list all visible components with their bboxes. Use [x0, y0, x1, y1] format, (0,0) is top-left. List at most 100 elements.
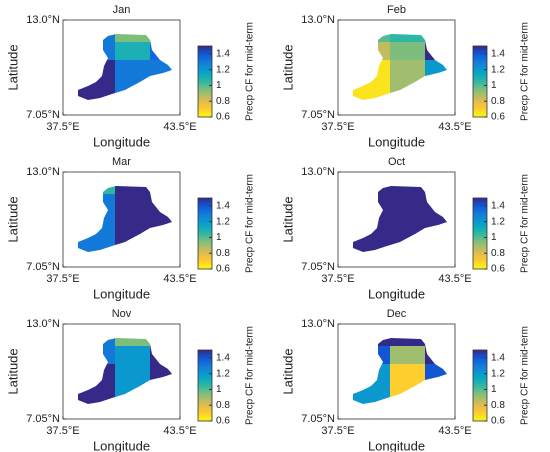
panel-title: Jan — [113, 4, 131, 16]
map-panel: Oct 37.5°E 43.5°E 7.05°N 13.0°N Longitude Lati… — [280, 156, 530, 302]
colorbar-tick-label: 1.2 — [491, 64, 505, 75]
map-panel: Feb 37.5°E 43.5°E 7.05°N 13.0°N Longitude Lati… — [280, 4, 530, 150]
region-cell — [115, 338, 150, 346]
x-axis-label: Longitude — [93, 438, 150, 452]
colorbar-tick-label: 0.6 — [491, 264, 505, 275]
y-tick-label: 7.05°N — [301, 109, 335, 121]
colorbar-tick-label: 1 — [491, 80, 497, 91]
colorbar-tick-label: 1.2 — [216, 368, 230, 379]
colorbar-tick-label: 1 — [491, 232, 497, 243]
colorbar — [472, 45, 488, 118]
region-cell — [390, 338, 425, 346]
colorbar — [197, 45, 213, 118]
colorbar-label: Precp CF for mid-term — [520, 22, 531, 121]
y-tick-label: 7.05°N — [301, 261, 335, 273]
colorbar-tick-label: 1.4 — [491, 49, 505, 60]
region-cell — [115, 346, 150, 364]
map-panel: Mar 37.5°E 43.5°E 7.05°N 13.0°N Longitude Lati… — [5, 156, 255, 302]
y-axis-label: Latitude — [5, 196, 20, 242]
x-axis-label: Longitude — [93, 134, 150, 149]
x-tick-label: 43.5°E — [163, 121, 196, 133]
x-tick-label: 37.5°E — [321, 425, 354, 437]
y-tick-label: 13.0°N — [301, 166, 335, 178]
colorbar — [197, 349, 213, 422]
region-cell — [115, 194, 150, 212]
colorbar-tick-label: 0.8 — [216, 248, 230, 259]
x-axis-label: Longitude — [368, 286, 425, 301]
colorbar-tick-label: 0.6 — [216, 416, 230, 427]
colorbar-label: Precp CF for mid-term — [245, 326, 256, 425]
region-cell — [115, 42, 150, 60]
panel-title: Feb — [387, 4, 406, 16]
panel-title: Dec — [387, 308, 407, 320]
region-cell — [115, 186, 150, 194]
y-tick-label: 7.05°N — [26, 261, 60, 273]
colorbar-label: Precp CF for mid-term — [520, 174, 531, 273]
colorbar-tick-label: 1 — [216, 384, 222, 395]
y-axis-label: Latitude — [5, 348, 20, 394]
x-tick-label: 43.5°E — [438, 425, 471, 437]
y-tick-label: 7.05°N — [26, 413, 60, 425]
colorbar-label: Precp CF for mid-term — [245, 22, 256, 121]
region-cell — [390, 346, 425, 364]
colorbar-tick-label: 1.2 — [491, 368, 505, 379]
colorbar — [472, 349, 488, 422]
colorbar-tick-label: 0.8 — [491, 400, 505, 411]
x-tick-label: 43.5°E — [163, 273, 196, 285]
x-tick-label: 37.5°E — [46, 425, 79, 437]
colorbar-tick-label: 0.6 — [216, 264, 230, 275]
map-panel: Dec 37.5°E 43.5°E 7.05°N 13.0°N Longitude Lati… — [280, 308, 530, 452]
colorbar-tick-label: 1.4 — [216, 353, 230, 364]
colorbar-tick-label: 1.4 — [491, 353, 505, 364]
y-axis-label: Latitude — [280, 348, 295, 394]
colorbar-tick-label: 1 — [216, 80, 222, 91]
x-axis-label: Longitude — [93, 286, 150, 301]
region-cell — [390, 42, 425, 60]
y-tick-label: 13.0°N — [301, 318, 335, 330]
x-tick-label: 43.5°E — [438, 273, 471, 285]
colorbar-tick-label: 0.8 — [491, 248, 505, 259]
map-panel: Jan 37.5°E 43.5°E 7.05°N 13.0°N Longitude Lati… — [5, 4, 255, 150]
region-cell — [115, 34, 150, 42]
colorbar-tick-label: 1.4 — [491, 201, 505, 212]
colorbar-tick-label: 1.2 — [216, 64, 230, 75]
panel-title: Mar — [112, 156, 131, 168]
y-tick-label: 13.0°N — [26, 318, 60, 330]
colorbar-tick-label: 1 — [216, 232, 222, 243]
x-tick-label: 43.5°E — [438, 121, 471, 133]
colorbar-tick-label: 0.8 — [216, 96, 230, 107]
colorbar-tick-label: 0.8 — [491, 96, 505, 107]
colorbar-tick-label: 1.2 — [491, 216, 505, 227]
colorbar-tick-label: 0.6 — [491, 112, 505, 123]
colorbar — [197, 197, 213, 270]
colorbar-tick-label: 1.4 — [216, 49, 230, 60]
x-tick-label: 37.5°E — [321, 273, 354, 285]
x-tick-label: 37.5°E — [46, 273, 79, 285]
x-axis-label: Longitude — [368, 438, 425, 452]
colorbar-tick-label: 0.8 — [216, 400, 230, 411]
colorbar-tick-label: 0.6 — [491, 416, 505, 427]
colorbar-tick-label: 1.4 — [216, 201, 230, 212]
x-tick-label: 43.5°E — [163, 425, 196, 437]
colorbar — [472, 197, 488, 270]
y-tick-label: 7.05°N — [26, 109, 60, 121]
region-cell — [390, 34, 425, 42]
y-axis-label: Latitude — [280, 44, 295, 90]
colorbar-tick-label: 0.6 — [216, 112, 230, 123]
colorbar-label: Precp CF for mid-term — [520, 326, 531, 425]
colorbar-tick-label: 1 — [491, 384, 497, 395]
x-tick-label: 37.5°E — [46, 121, 79, 133]
region-cell — [390, 194, 425, 212]
y-tick-label: 13.0°N — [26, 14, 60, 26]
panel-title: Oct — [388, 156, 405, 168]
panel-title: Nov — [112, 308, 132, 320]
y-tick-label: 13.0°N — [26, 166, 60, 178]
colorbar-tick-label: 1.2 — [216, 216, 230, 227]
y-tick-label: 7.05°N — [301, 413, 335, 425]
map-panel: Nov 37.5°E 43.5°E 7.05°N 13.0°N Longitude Lati… — [5, 308, 255, 452]
colorbar-label: Precp CF for mid-term — [245, 174, 256, 273]
y-axis-label: Latitude — [5, 44, 20, 90]
region-cell — [390, 186, 425, 194]
x-tick-label: 37.5°E — [321, 121, 354, 133]
